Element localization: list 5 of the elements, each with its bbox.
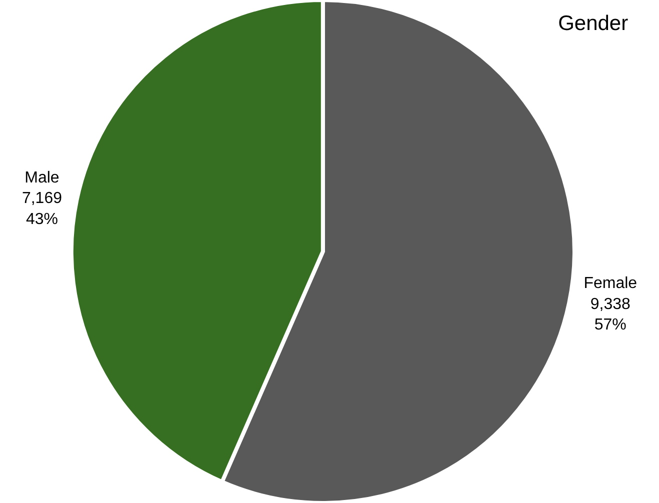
data-label: 9,338 57% bbox=[590, 296, 631, 334]
slice-label: Female bbox=[584, 274, 638, 292]
slice-label: Male bbox=[24, 169, 60, 186]
data-label: 7,169 43% bbox=[22, 190, 62, 228]
text: Gender bbox=[558, 12, 628, 35]
